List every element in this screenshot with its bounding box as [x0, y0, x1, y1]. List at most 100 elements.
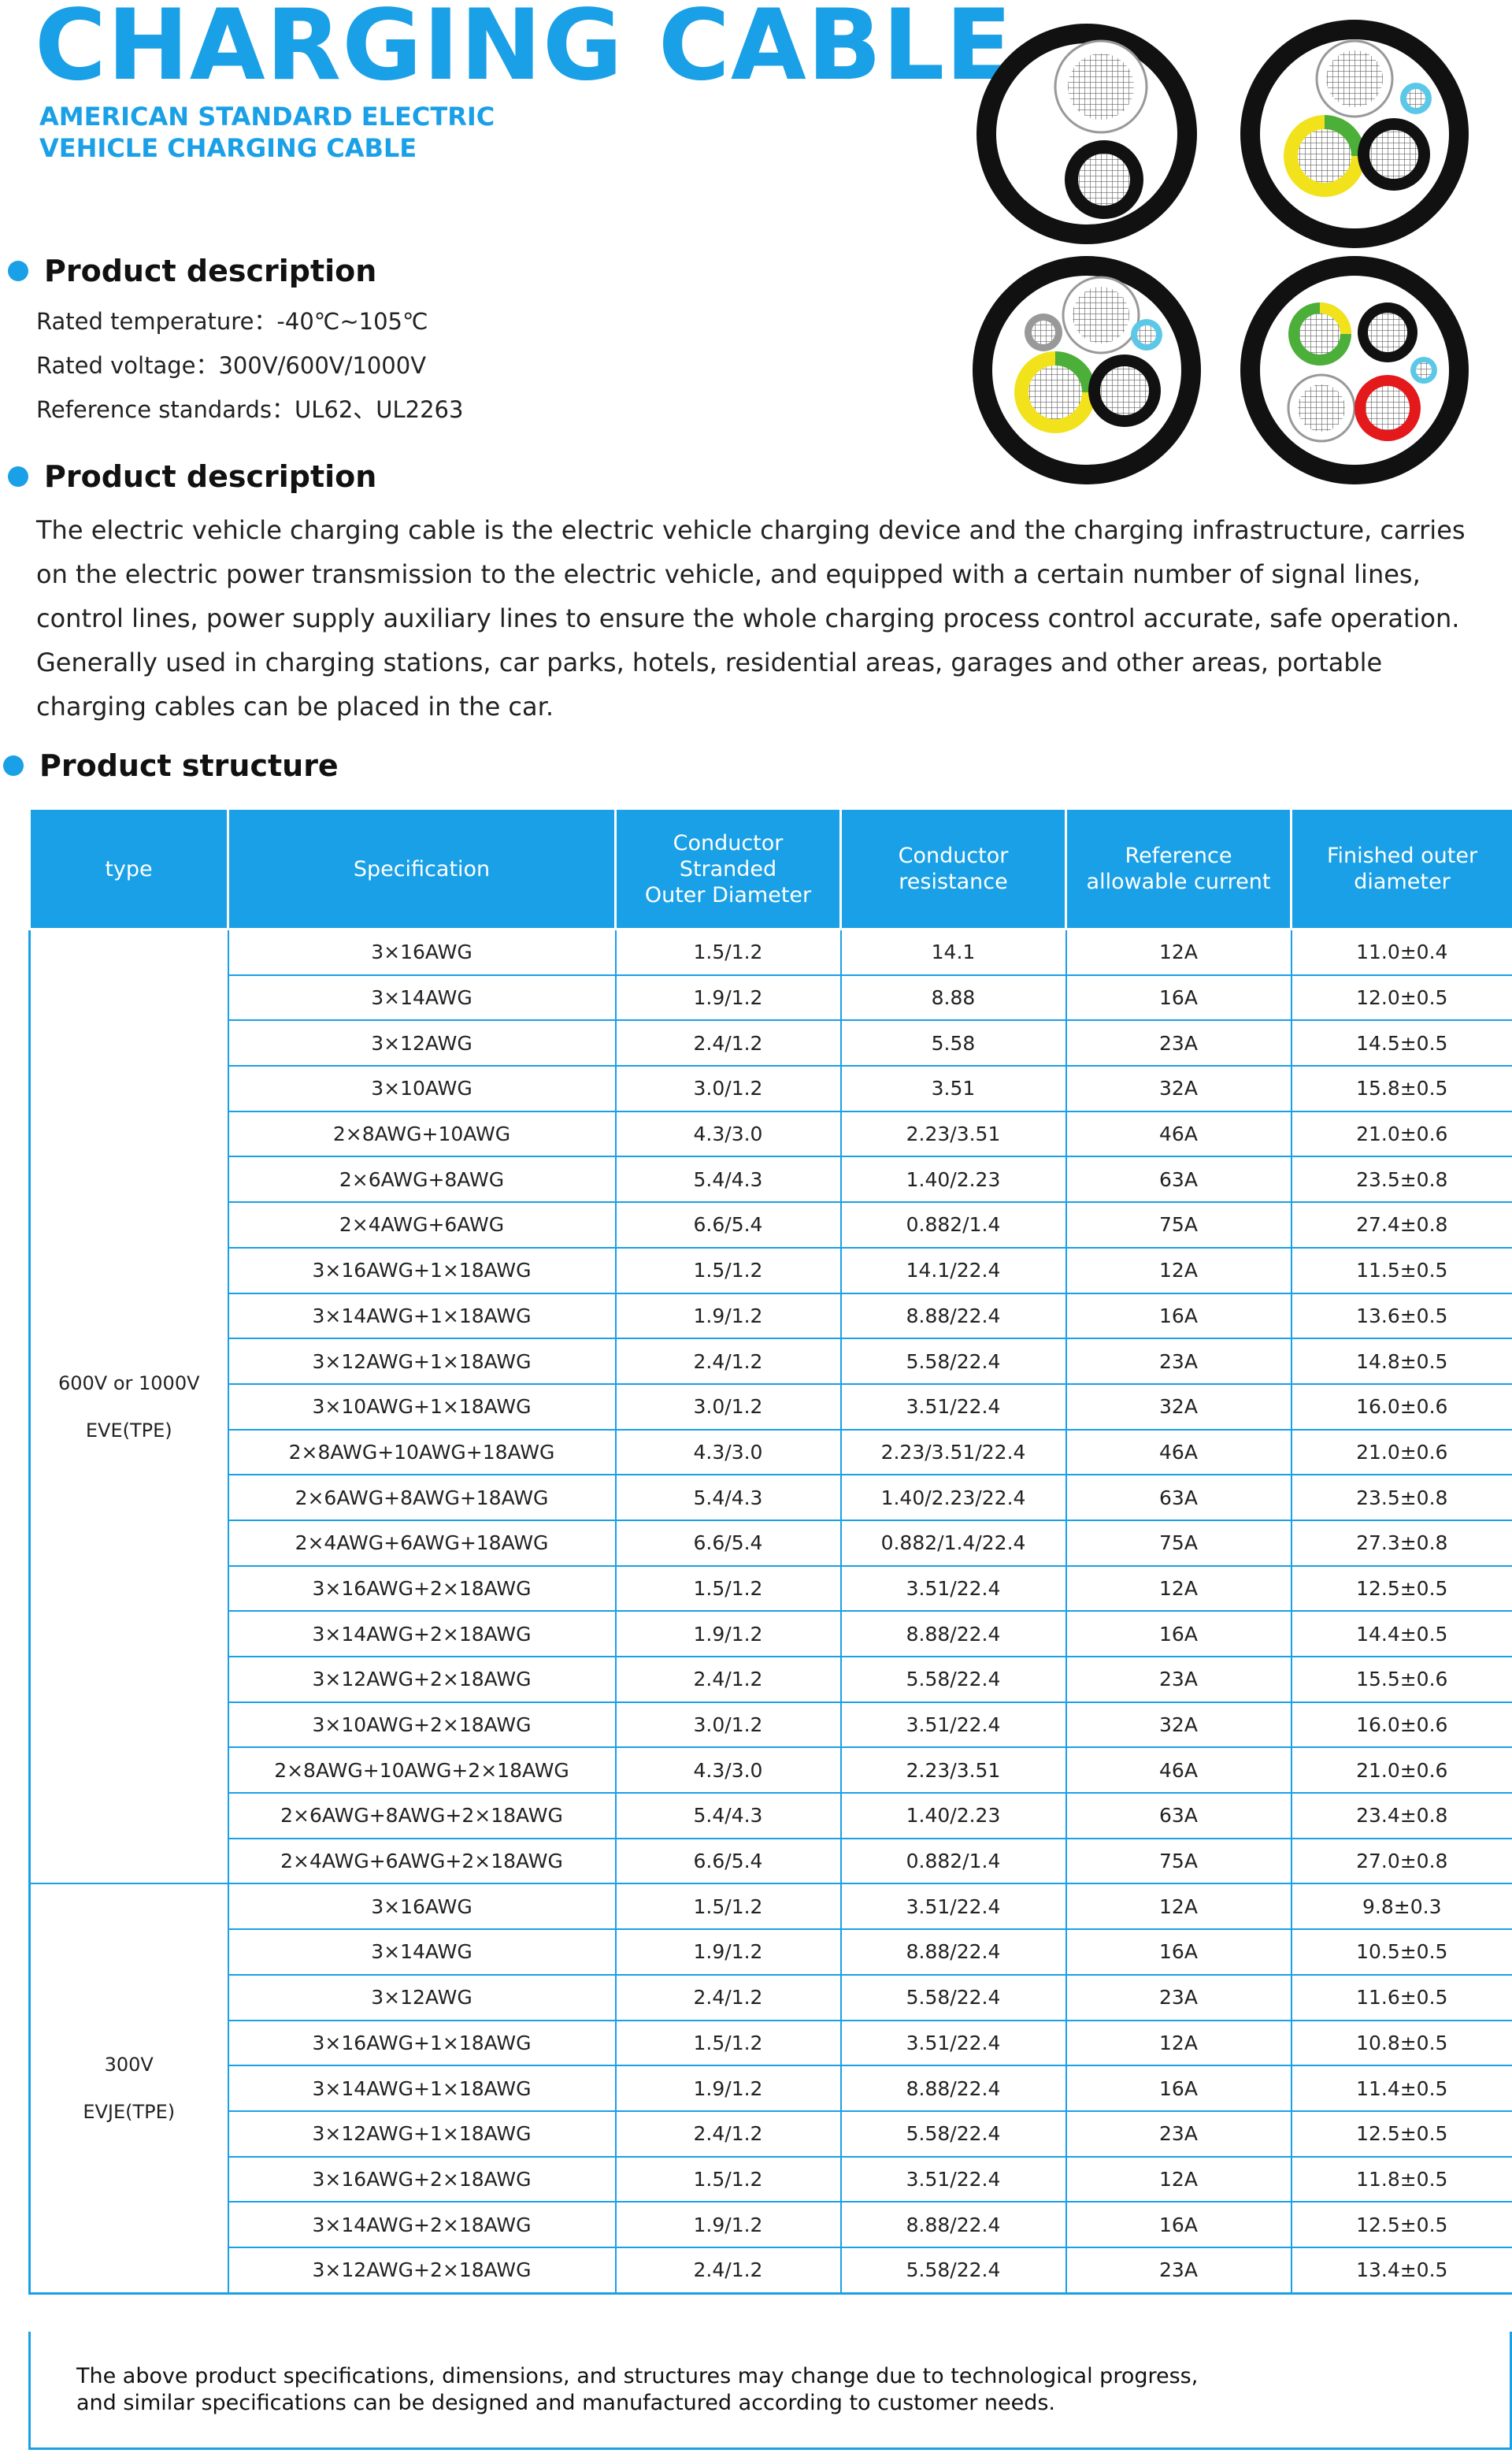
outer-diameter-cell: 14.5±0.5: [1290, 1019, 1512, 1067]
table-row: 2×6AWG+8AWG+2×18AWG 5.4/4.3 1.40/2.23 63A 23…: [30, 1792, 1512, 1839]
outer-diameter-cell: 27.3±0.8: [1290, 1519, 1512, 1567]
cable-cross-section-illustrations: [973, 20, 1469, 484]
resistance-cell: 8.88/22.4: [839, 1928, 1067, 1976]
spec-cell: 2×8AWG+10AWG: [227, 1110, 617, 1158]
outer-diameter-cell: 12.5±0.5: [1290, 1564, 1512, 1612]
bullet-dot-icon: [3, 755, 24, 776]
diameter-cell: 1.5/1.2: [614, 2155, 842, 2203]
current-cell: 32A: [1065, 1382, 1292, 1431]
diameter-cell: 3.0/1.2: [614, 1701, 842, 1749]
product-ratings: Rated temperature：-40℃~105℃ Rated voltag…: [36, 299, 463, 432]
outer-diameter-cell: 23.5±0.8: [1290, 1474, 1512, 1521]
spec-cell: 3×10AWG+2×18AWG: [227, 1701, 617, 1749]
outer-diameter-cell: 27.4±0.8: [1290, 1201, 1512, 1249]
spec-cell: 2×8AWG+10AWG+18AWG: [227, 1428, 617, 1476]
current-cell: 12A: [1065, 2019, 1292, 2067]
table-row: 3×16AWG+1×18AWG 1.5/1.2 3.51/22.4 12A 10.8±0…: [30, 2019, 1512, 2067]
table-row: 2×6AWG+8AWG+18AWG 5.4/4.3 1.40/2.23/22.4 63…: [30, 1474, 1512, 1521]
resistance-cell: 3.51/22.4: [839, 1382, 1067, 1431]
section-heading-description: Product description: [8, 254, 376, 288]
spec-cell: 2×4AWG+6AWG+18AWG: [227, 1519, 617, 1567]
current-cell: 63A: [1065, 1156, 1292, 1204]
current-cell: 12A: [1065, 2155, 1292, 2203]
current-cell: 63A: [1065, 1792, 1292, 1839]
disclaimer-note: The above product specifications, dimens…: [28, 2332, 1512, 2450]
diameter-cell: 1.9/1.2: [614, 2065, 842, 2112]
current-cell: 32A: [1065, 1065, 1292, 1112]
header-conductor-diameter: Conductor Stranded Outer Diameter: [614, 807, 842, 930]
diameter-cell: 1.9/1.2: [614, 1292, 842, 1340]
resistance-cell: 5.58/22.4: [839, 1973, 1067, 2021]
diameter-cell: 4.3/3.0: [614, 1428, 842, 1476]
current-cell: 23A: [1065, 2110, 1292, 2158]
type-cell: 300V EVJE(TPE): [28, 1883, 229, 2295]
spec-cell: 3×14AWG+2×18AWG: [227, 2201, 617, 2248]
resistance-cell: 2.23/3.51: [839, 1746, 1067, 1794]
diameter-cell: 3.0/1.2: [614, 1382, 842, 1431]
table-row: 3×10AWG 3.0/1.2 3.51 32A 15.8±0.5: [30, 1065, 1512, 1112]
spec-cell: 2×8AWG+10AWG+2×18AWG: [227, 1746, 617, 1794]
header-conductor-resistance: Conductor resistance: [839, 807, 1067, 930]
resistance-cell: 14.1: [839, 928, 1067, 976]
spec-table: type Specification Conductor Stranded Ou…: [28, 807, 1512, 2295]
current-cell: 75A: [1065, 1837, 1292, 1885]
resistance-cell: 8.88/22.4: [839, 1292, 1067, 1340]
cable-section-four-core: [973, 256, 1201, 484]
table-row: 3×12AWG+1×18AWG 2.4/1.2 5.58/22.4 23A 14.8±0…: [30, 1338, 1512, 1385]
table-row: 3×12AWG+2×18AWG 2.4/1.2 5.58/22.4 23A 13.4±0…: [30, 2246, 1512, 2295]
outer-diameter-cell: 11.0±0.4: [1290, 928, 1512, 976]
spec-cell: 2×4AWG+6AWG: [227, 1201, 617, 1249]
table-row: 3×14AWG+2×18AWG 1.9/1.2 8.88/22.4 16A 12.5±0…: [30, 2201, 1512, 2248]
outer-diameter-cell: 11.4±0.5: [1290, 2065, 1512, 2112]
table-header-row: type Specification Conductor Stranded Ou…: [28, 807, 1512, 930]
outer-diameter-cell: 10.8±0.5: [1290, 2019, 1512, 2067]
current-cell: 23A: [1065, 1656, 1292, 1703]
diameter-cell: 1.9/1.2: [614, 2201, 842, 2248]
resistance-cell: 1.40/2.23: [839, 1792, 1067, 1839]
current-cell: 63A: [1065, 1474, 1292, 1521]
table-row: 2×4AWG+6AWG+2×18AWG 6.6/5.4 0.882/1.4 75A 27…: [30, 1837, 1512, 1885]
table-row: 2×8AWG+10AWG+18AWG 4.3/3.0 2.23/3.51/22.4 4…: [30, 1428, 1512, 1476]
table-row: 3×12AWG+1×18AWG 2.4/1.2 5.58/22.4 23A 12.5±0…: [30, 2110, 1512, 2158]
header-allowable-current: Reference allowable current: [1065, 807, 1292, 930]
table-row: 2×4AWG+6AWG+18AWG 6.6/5.4 0.882/1.4/22.4 75…: [30, 1519, 1512, 1567]
table-row: 3×10AWG+1×18AWG 3.0/1.2 3.51/22.4 32A 16.0±0…: [30, 1382, 1512, 1431]
resistance-cell: 8.88/22.4: [839, 2065, 1067, 2112]
subtitle-line-2: VEHICLE CHARGING CABLE: [39, 133, 417, 163]
resistance-cell: 3.51/22.4: [839, 1701, 1067, 1749]
current-cell: 16A: [1065, 1292, 1292, 1340]
resistance-cell: 5.58/22.4: [839, 1338, 1067, 1385]
table-row: 3×14AWG+1×18AWG 1.9/1.2 8.88/22.4 16A 11.4±0…: [30, 2065, 1512, 2112]
cable-section-four-core-red: [1240, 256, 1469, 484]
current-cell: 12A: [1065, 1246, 1292, 1294]
diameter-cell: 2.4/1.2: [614, 2246, 842, 2295]
bullet-dot-icon: [8, 261, 28, 281]
outer-diameter-cell: 12.5±0.5: [1290, 2201, 1512, 2248]
outer-diameter-cell: 12.5±0.5: [1290, 2110, 1512, 2158]
section-heading-structure: Product structure: [3, 748, 339, 783]
table-row: 3×14AWG 1.9/1.2 8.88 16A 12.0±0.5: [30, 974, 1512, 1022]
outer-diameter-cell: 21.0±0.6: [1290, 1110, 1512, 1158]
diameter-cell: 2.4/1.2: [614, 1019, 842, 1067]
current-cell: 23A: [1065, 1338, 1292, 1385]
resistance-cell: 3.51: [839, 1065, 1067, 1112]
section-heading-description-2: Product description: [8, 459, 376, 494]
current-cell: 16A: [1065, 1928, 1292, 1976]
spec-cell: 3×16AWG+2×18AWG: [227, 1564, 617, 1612]
outer-diameter-cell: 9.8±0.3: [1290, 1883, 1512, 1931]
outer-diameter-cell: 11.5±0.5: [1290, 1246, 1512, 1294]
current-cell: 12A: [1065, 1564, 1292, 1612]
resistance-cell: 0.882/1.4/22.4: [839, 1519, 1067, 1567]
spec-cell: 3×16AWG: [227, 1883, 617, 1931]
table-row: 600V or 1000V EVE(TPE) 3×16AWG 1.5/1.2 14.1 1…: [28, 928, 1512, 1885]
diameter-cell: 5.4/4.3: [614, 1474, 842, 1521]
outer-diameter-cell: 21.0±0.6: [1290, 1746, 1512, 1794]
resistance-cell: 8.88: [839, 974, 1067, 1022]
note-line-2: and similar specifications can be design…: [76, 2391, 1056, 2415]
spec-cell: 3×16AWG+1×18AWG: [227, 1246, 617, 1294]
cable-section-two-core: [976, 24, 1197, 244]
diameter-cell: 6.6/5.4: [614, 1201, 842, 1249]
diameter-cell: 1.5/1.2: [614, 1883, 842, 1931]
resistance-cell: 3.51/22.4: [839, 2155, 1067, 2203]
current-cell: 46A: [1065, 1746, 1292, 1794]
